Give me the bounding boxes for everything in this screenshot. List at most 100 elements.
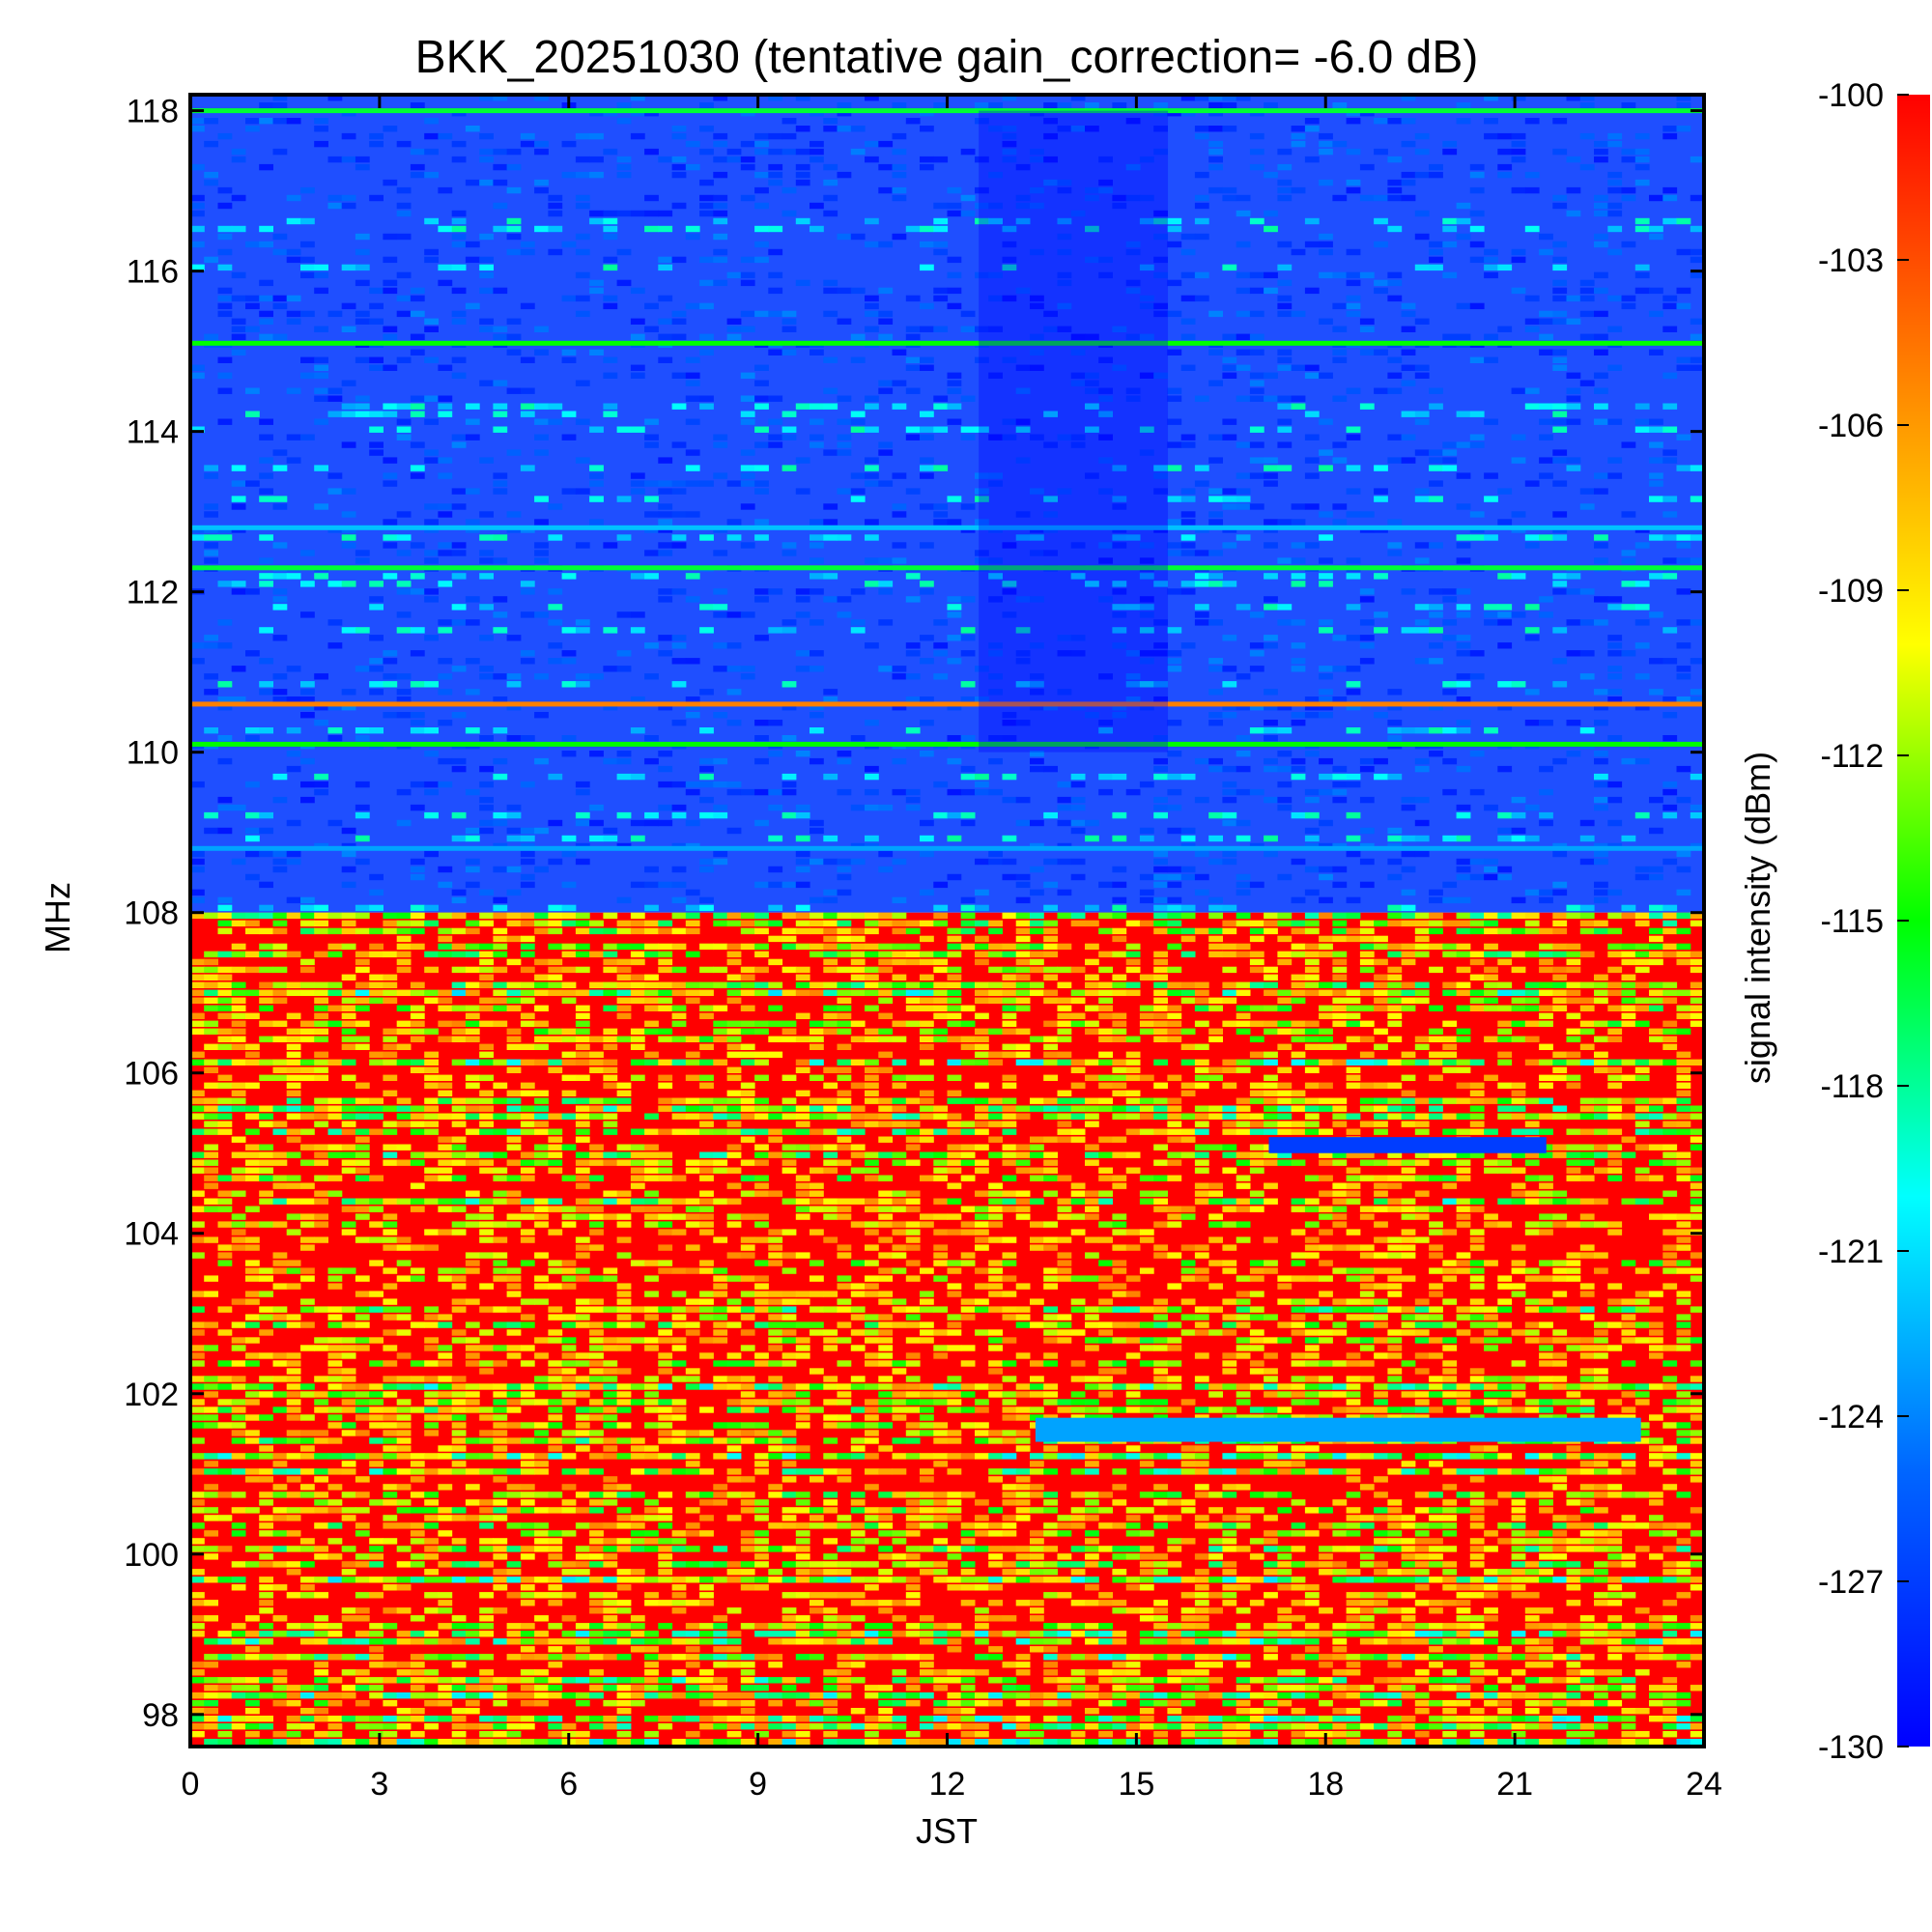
heatmap-cell bbox=[1456, 217, 1471, 225]
heatmap-cell bbox=[754, 951, 769, 958]
heatmap-cell bbox=[1194, 95, 1209, 101]
heatmap-cell bbox=[1030, 673, 1044, 680]
heatmap-cell bbox=[548, 912, 563, 920]
heatmap-cell bbox=[231, 1167, 246, 1174]
heatmap-cell bbox=[1194, 171, 1209, 179]
heatmap-cell bbox=[1662, 295, 1678, 302]
heatmap-cell bbox=[630, 819, 645, 827]
heatmap-cell bbox=[1153, 1082, 1168, 1089]
heatmap-cell bbox=[493, 727, 508, 734]
heatmap-cell bbox=[781, 1159, 797, 1166]
heatmap-cell bbox=[1374, 287, 1388, 295]
heatmap-cell bbox=[947, 1012, 962, 1019]
heatmap-cell bbox=[1621, 1012, 1636, 1019]
heatmap-cell bbox=[1387, 550, 1403, 556]
heatmap-cell bbox=[1566, 1051, 1581, 1058]
heatmap-cell bbox=[1539, 819, 1553, 827]
heatmap-cell bbox=[1291, 557, 1306, 564]
heatmap-cell bbox=[259, 241, 273, 248]
heatmap-cell bbox=[1484, 927, 1498, 935]
heatmap-cell bbox=[920, 156, 934, 163]
heatmap-cell bbox=[451, 503, 467, 510]
heatmap-cell bbox=[1429, 387, 1443, 394]
heatmap-cell bbox=[1649, 796, 1663, 804]
heatmap-cell bbox=[1112, 712, 1127, 719]
heatmap-cell bbox=[1332, 1012, 1348, 1019]
heatmap-cell bbox=[479, 819, 494, 827]
heatmap-cell bbox=[493, 488, 508, 495]
heatmap-cell bbox=[1676, 1121, 1691, 1127]
heatmap-cell bbox=[1414, 935, 1430, 943]
heatmap-cell bbox=[685, 1059, 700, 1065]
heatmap-cell bbox=[369, 596, 384, 603]
heatmap-cell bbox=[548, 1028, 563, 1035]
heatmap-cell bbox=[754, 534, 769, 541]
heatmap-cell bbox=[933, 202, 949, 210]
heatmap-cell bbox=[1511, 140, 1526, 148]
heatmap-cell bbox=[272, 635, 288, 641]
heatmap-cell bbox=[795, 927, 810, 935]
heatmap-cell bbox=[1607, 1020, 1623, 1027]
heatmap-cell bbox=[671, 781, 687, 788]
heatmap-cell bbox=[644, 210, 659, 217]
heatmap-cell bbox=[259, 496, 273, 502]
heatmap-cell bbox=[1511, 511, 1526, 518]
heatmap-cell bbox=[534, 519, 549, 526]
heatmap-cell bbox=[341, 581, 356, 587]
heatmap-cell bbox=[1414, 171, 1430, 179]
heatmap-cell bbox=[630, 1144, 645, 1151]
heatmap-cell bbox=[960, 210, 976, 217]
heatmap-cell bbox=[1594, 542, 1608, 549]
heatmap-cell bbox=[1524, 1159, 1540, 1166]
heatmap-cell bbox=[1552, 318, 1568, 325]
heatmap-cell bbox=[685, 989, 700, 996]
heatmap-cell bbox=[878, 666, 894, 672]
heatmap-cell bbox=[1607, 927, 1623, 935]
heatmap-cell bbox=[341, 194, 356, 202]
heatmap-cell bbox=[1070, 920, 1086, 927]
heatmap-cell bbox=[1277, 395, 1293, 402]
heatmap-cell bbox=[947, 997, 962, 1004]
heatmap-cell bbox=[754, 1020, 769, 1027]
heatmap-cell bbox=[1566, 318, 1581, 325]
heatmap-cell bbox=[1374, 496, 1388, 502]
heatmap-cell bbox=[369, 997, 384, 1004]
heatmap-cell bbox=[506, 318, 522, 325]
heatmap-cell bbox=[341, 1159, 356, 1166]
heatmap-cell bbox=[892, 511, 907, 518]
heatmap-cell bbox=[561, 735, 577, 742]
heatmap-cell bbox=[850, 1059, 866, 1065]
heatmap-cell bbox=[1552, 912, 1568, 920]
heatmap-cell bbox=[1208, 712, 1223, 719]
heatmap-cell bbox=[1594, 858, 1608, 866]
heatmap-cell bbox=[410, 163, 425, 171]
heatmap-cell bbox=[1662, 658, 1678, 665]
heatmap-cell bbox=[1236, 819, 1251, 827]
heatmap-cell bbox=[699, 126, 714, 132]
heatmap-cell bbox=[1566, 1144, 1581, 1151]
heatmap-cell bbox=[369, 302, 384, 310]
heatmap-cell bbox=[245, 927, 260, 935]
heatmap-cell bbox=[1552, 295, 1568, 302]
heatmap-cell bbox=[699, 781, 714, 788]
heatmap-cell bbox=[988, 951, 1003, 958]
heatmap-cell bbox=[699, 210, 714, 217]
heatmap-cell bbox=[396, 550, 412, 556]
heatmap-cell bbox=[231, 696, 246, 703]
heatmap-cell bbox=[534, 958, 549, 966]
heatmap-cell bbox=[1167, 1097, 1182, 1104]
heatmap-cell bbox=[630, 364, 645, 371]
heatmap-cell bbox=[272, 696, 288, 703]
heatmap-cell bbox=[1098, 981, 1113, 988]
heatmap-cell bbox=[1469, 511, 1485, 518]
heatmap-cell bbox=[1469, 958, 1485, 966]
heatmap-cell bbox=[1442, 465, 1458, 471]
heatmap-cell bbox=[603, 757, 618, 765]
heatmap-cell bbox=[383, 1090, 398, 1096]
heatmap-cell bbox=[534, 912, 549, 920]
heatmap-cell bbox=[1249, 1159, 1264, 1166]
heatmap-cell bbox=[960, 819, 976, 827]
heatmap-cell bbox=[1167, 981, 1182, 988]
heatmap-cell bbox=[286, 696, 301, 703]
heatmap-cell bbox=[658, 333, 673, 340]
